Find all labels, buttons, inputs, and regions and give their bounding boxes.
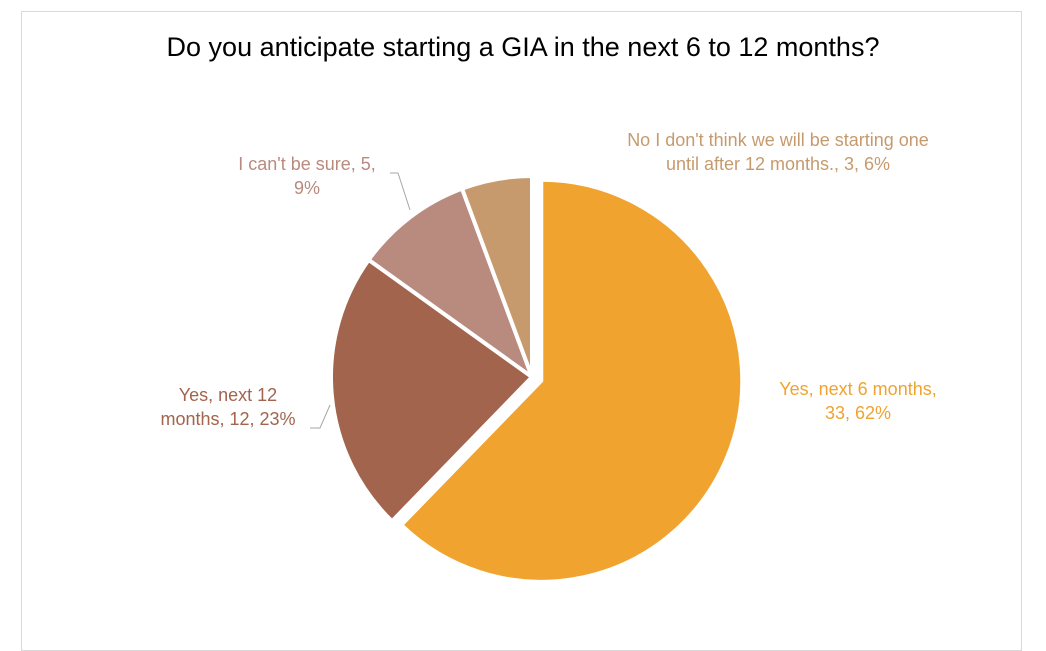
data-label-3: I can't be sure, 5, 9%: [238, 154, 376, 198]
data-label-4-line-1: No I don't think we will be starting one: [627, 130, 929, 150]
pie-slice-4: [460, 174, 534, 379]
leader-line-3: [390, 172, 411, 211]
data-label-2-line-2: months, 12, 23%: [160, 409, 295, 429]
leader-line-2: [310, 404, 331, 429]
chart-title-text: Do you anticipate starting a GIA in the …: [166, 32, 880, 62]
pie-slice-2: [329, 257, 534, 524]
pie-chart: Yes, next 6 months, 33, 62% Yes, next 12 mo…: [160, 130, 937, 584]
data-label-1: Yes, next 6 months, 33, 62%: [779, 379, 936, 423]
data-label-4: No I don't think we will be starting one…: [627, 130, 929, 174]
data-label-3-line-1: I can't be sure, 5,: [238, 154, 376, 174]
pie-slice-1: [399, 177, 745, 584]
data-label-2-line-1: Yes, next 12: [179, 385, 277, 405]
data-label-4-line-2: until after 12 months., 3, 6%: [666, 154, 890, 174]
data-label-2: Yes, next 12 months, 12, 23%: [160, 385, 295, 429]
data-label-3-line-2: 9%: [294, 178, 320, 198]
data-label-1-line-2: 33, 62%: [825, 403, 891, 423]
data-label-1-line-1: Yes, next 6 months,: [779, 379, 936, 399]
pie-slice-3: [366, 186, 534, 379]
chart-title: Do you anticipate starting a GIA in the …: [0, 31, 1046, 63]
